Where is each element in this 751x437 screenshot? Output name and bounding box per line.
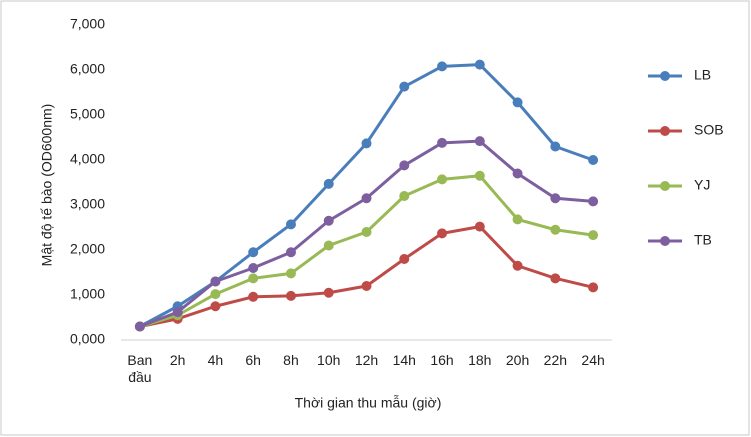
legend-marker xyxy=(660,126,670,136)
legend-label: TB xyxy=(694,232,712,248)
x-tick-label: 18h xyxy=(468,352,492,368)
data-point xyxy=(588,282,599,293)
data-point xyxy=(474,136,485,147)
y-tick-label: 7,000 xyxy=(70,16,105,32)
x-tick-label: 4h xyxy=(207,352,224,368)
data-point xyxy=(134,321,145,332)
data-point xyxy=(248,291,259,302)
y-tick-label: 1,000 xyxy=(70,286,105,302)
x-tick-label: 16h xyxy=(430,352,454,368)
data-point xyxy=(512,97,523,108)
data-point xyxy=(588,196,599,207)
data-point xyxy=(361,138,372,149)
y-tick-label: 3,000 xyxy=(70,196,105,212)
data-point xyxy=(323,178,334,189)
y-tick-label: 5,000 xyxy=(70,106,105,122)
data-point xyxy=(172,307,183,318)
legend-label: YJ xyxy=(694,177,710,193)
x-tick-label: Ban đầu xyxy=(127,352,153,385)
x-tick-label: 10h xyxy=(317,352,341,368)
data-point xyxy=(285,219,296,230)
data-point xyxy=(437,174,448,185)
data-point xyxy=(437,61,448,72)
data-point xyxy=(323,215,334,226)
data-point xyxy=(248,273,259,284)
data-point xyxy=(437,228,448,239)
data-point xyxy=(210,276,221,287)
data-point xyxy=(550,141,561,152)
data-point xyxy=(361,281,372,291)
data-point xyxy=(399,254,410,264)
data-point xyxy=(588,230,599,241)
y-axis-title: Mật độ tế bào (OD600nm) xyxy=(39,104,55,267)
data-point xyxy=(399,160,410,171)
data-point xyxy=(512,214,523,225)
data-point xyxy=(550,193,561,204)
data-point xyxy=(285,290,296,301)
x-tick-label: 24h xyxy=(581,352,605,368)
data-point xyxy=(323,240,334,251)
data-point xyxy=(210,289,221,300)
data-point xyxy=(399,81,410,92)
legend-marker xyxy=(660,71,670,81)
y-tick-label: 0,000 xyxy=(70,331,105,347)
y-tick-label: 2,000 xyxy=(70,241,105,257)
x-tick-label: 22h xyxy=(543,352,568,368)
data-point xyxy=(550,224,561,235)
x-tick-label: 14h xyxy=(392,352,416,368)
data-point xyxy=(474,221,485,232)
data-point xyxy=(437,137,448,148)
x-tick-label: 20h xyxy=(505,352,530,368)
x-tick-label: 2h xyxy=(169,352,186,368)
legend-label: SOB xyxy=(694,122,724,138)
data-point xyxy=(285,247,296,258)
data-point xyxy=(474,170,485,181)
data-point xyxy=(248,263,259,273)
x-tick-label: 8h xyxy=(283,352,299,368)
x-tick-label: 12h xyxy=(354,352,379,368)
data-point xyxy=(361,193,372,204)
data-point xyxy=(588,155,599,165)
data-point xyxy=(474,59,485,70)
x-tick-label: 6h xyxy=(245,352,261,368)
y-tick-label: 4,000 xyxy=(70,151,105,167)
x-axis-title: Thời gian thu mẫu (giờ) xyxy=(295,395,442,411)
legend-marker xyxy=(660,181,670,191)
data-point xyxy=(285,268,296,279)
data-point xyxy=(512,260,523,271)
legend-marker xyxy=(660,236,670,246)
data-point xyxy=(210,301,221,312)
data-point xyxy=(323,287,334,298)
data-point xyxy=(512,168,523,179)
legend-label: LB xyxy=(694,67,711,83)
data-point xyxy=(248,247,259,258)
data-point xyxy=(399,191,410,201)
data-point xyxy=(361,227,372,237)
y-tick-label: 6,000 xyxy=(70,61,105,77)
data-point xyxy=(550,273,561,284)
